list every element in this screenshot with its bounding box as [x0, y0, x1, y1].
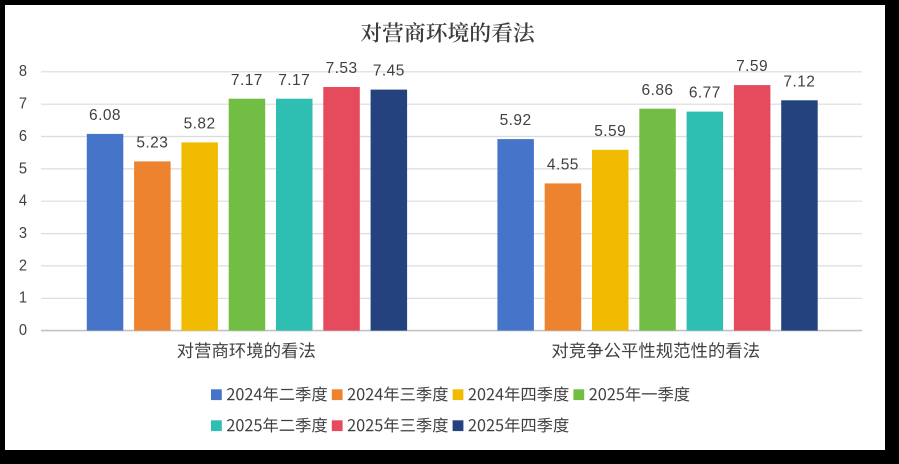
- svg-text:7.53: 7.53: [326, 60, 358, 77]
- svg-text:5.82: 5.82: [184, 116, 216, 133]
- svg-text:7.17: 7.17: [278, 72, 310, 89]
- svg-text:7.17: 7.17: [231, 72, 263, 89]
- svg-text:4: 4: [19, 193, 28, 210]
- svg-text:7.45: 7.45: [373, 63, 405, 80]
- svg-text:7: 7: [19, 96, 28, 113]
- svg-text:7.59: 7.59: [736, 58, 768, 75]
- svg-text:6.86: 6.86: [642, 82, 674, 99]
- svg-text:6: 6: [19, 128, 28, 145]
- svg-text:5: 5: [19, 160, 28, 177]
- svg-text:2: 2: [19, 257, 28, 274]
- svg-text:5.59: 5.59: [594, 123, 626, 140]
- svg-text:1: 1: [19, 290, 28, 307]
- svg-text:6.77: 6.77: [689, 85, 721, 102]
- svg-text:3: 3: [19, 225, 28, 242]
- svg-text:8: 8: [19, 63, 28, 80]
- svg-text:4.55: 4.55: [547, 157, 579, 174]
- svg-text:6.08: 6.08: [89, 107, 121, 124]
- svg-text:5.92: 5.92: [500, 112, 532, 129]
- svg-text:0: 0: [19, 322, 28, 339]
- svg-text:7.12: 7.12: [783, 73, 815, 90]
- svg-text:5.23: 5.23: [136, 135, 168, 152]
